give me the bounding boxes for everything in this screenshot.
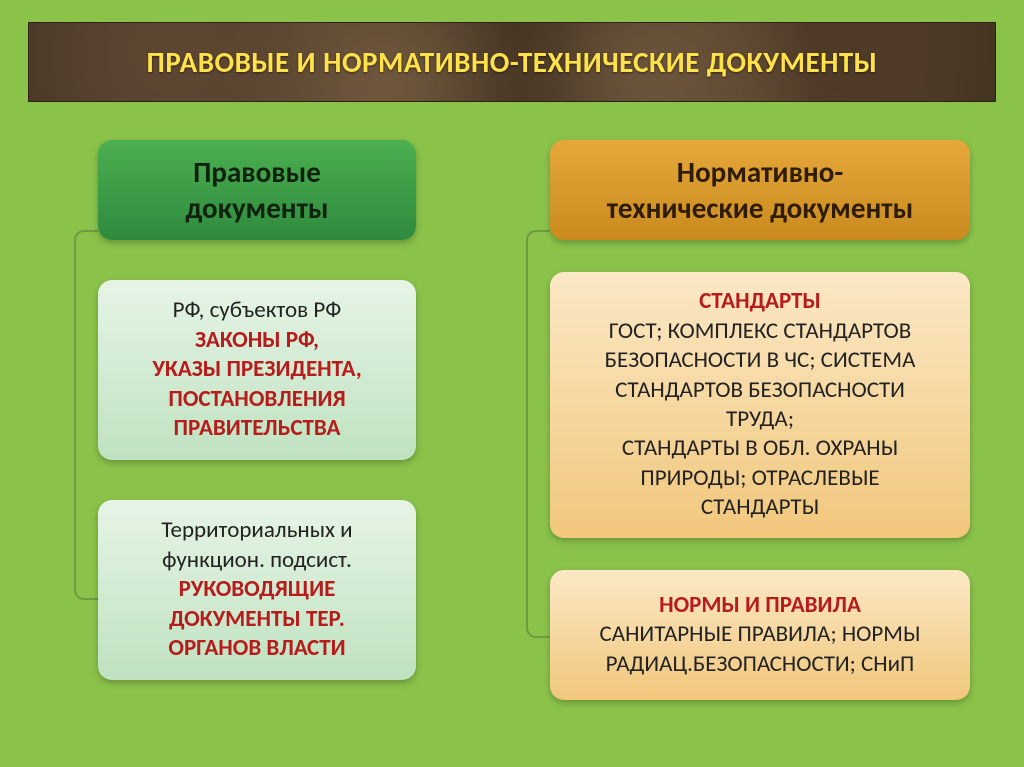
right-box-2: НОРМЫ И ПРАВИЛА САНИТАРНЫЕ ПРАВИЛА; НОРМ… — [550, 570, 970, 700]
text-line: ДОКУМЕНТЫ ТЕР. — [169, 605, 345, 634]
text-line: СТАНДАРТЫ В ОБЛ. ОХРАНЫ — [622, 434, 898, 463]
text-line: ЗАКОНЫ РФ, — [195, 326, 319, 355]
text-line: ОРГАНОВ ВЛАСТИ — [168, 634, 345, 663]
left-box-1: РФ, субъектов РФ ЗАКОНЫ РФ, УКАЗЫ ПРЕЗИД… — [98, 280, 416, 460]
left-header: Правовые документы — [98, 140, 416, 240]
right-header: Нормативно- технические документы — [550, 140, 970, 240]
right-bracket — [526, 230, 550, 638]
text-line: ТРУДА; — [726, 405, 794, 434]
text-line: РУКОВОДЯЩИЕ — [179, 575, 336, 604]
text-line: ПРИРОДЫ; ОТРАСЛЕВЫЕ — [640, 464, 879, 493]
text-line: УКАЗЫ ПРЕЗИДЕНТА, — [152, 355, 361, 384]
text-line: РАДИАЦ.БЕЗОПАСНОСТИ; СНиП — [606, 650, 915, 679]
text-line: РФ, субъектов РФ — [173, 296, 342, 325]
right-box-1: СТАНДАРТЫ ГОСТ; КОМПЛЕКС СТАНДАРТОВ БЕЗО… — [550, 272, 970, 538]
left-header-line2: документы — [185, 190, 328, 226]
text-line: Территориальных и — [161, 516, 352, 545]
text-line: СТАНДАРТЫ — [699, 287, 821, 316]
text-line: ГОСТ; КОМПЛЕКС СТАНДАРТОВ — [609, 317, 912, 346]
right-header-line1: Нормативно- — [677, 154, 843, 190]
title-bar: ПРАВОВЫЕ И НОРМАТИВНО-ТЕХНИЧЕСКИЕ ДОКУМЕ… — [28, 22, 996, 102]
left-bracket — [74, 230, 98, 600]
text-line: ПОСТАНОВЛЕНИЯ — [168, 385, 345, 414]
text-line: САНИТАРНЫЕ ПРАВИЛА; НОРМЫ — [600, 620, 921, 649]
right-header-line2: технические документы — [607, 190, 913, 226]
text-line: ПРАВИТЕЛЬСТВА — [174, 414, 341, 443]
text-line: БЕЗОПАСНОСТИ В ЧС; СИСТЕМА — [605, 346, 916, 375]
text-line: СТАНДАРТОВ БЕЗОПАСНОСТИ — [615, 376, 905, 405]
text-line: НОРМЫ И ПРАВИЛА — [659, 591, 861, 620]
text-line: функцион. подсист. — [162, 546, 352, 575]
left-box-2: Территориальных и функцион. подсист. РУК… — [98, 500, 416, 680]
left-header-line1: Правовые — [193, 154, 321, 190]
slide-title: ПРАВОВЫЕ И НОРМАТИВНО-ТЕХНИЧЕСКИЕ ДОКУМЕ… — [147, 44, 878, 80]
text-line: СТАНДАРТЫ — [701, 493, 819, 522]
